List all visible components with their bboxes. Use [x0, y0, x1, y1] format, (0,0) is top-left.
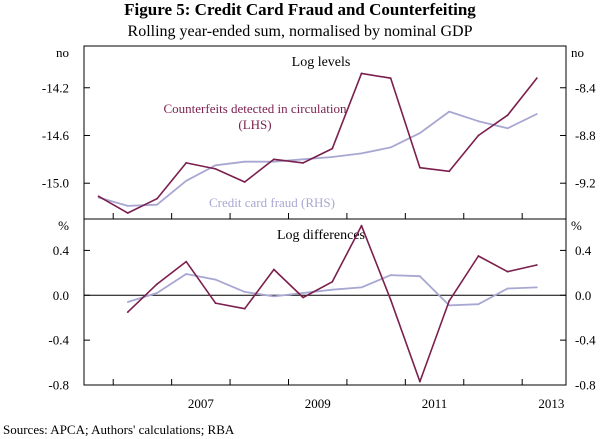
chart-subtitle: Rolling year-ended sum, normalised by no…	[127, 23, 473, 40]
right-tick-label: -8.8	[575, 128, 596, 143]
counterfeits-data-point	[273, 158, 275, 161]
right-tick-label: 0.0	[575, 288, 591, 303]
counterfeits-data-point	[273, 268, 275, 271]
chart-title: Figure 5: Credit Card Fraud and Counterf…	[124, 0, 476, 19]
sources-note: Sources: APCA; Authors' calculations; RB…	[3, 422, 235, 437]
fraud-data-point	[243, 291, 246, 293]
counterfeits-data-point	[185, 162, 188, 164]
counterfeits-data-point	[214, 302, 217, 304]
left-tick-label: -14.6	[42, 128, 70, 143]
fraud-data-point	[214, 278, 217, 281]
fraud-series-line	[98, 110, 538, 207]
right-tick-label: 0.4	[575, 243, 592, 258]
fraud-data-point	[331, 156, 334, 158]
fraud-data-point	[156, 203, 158, 206]
x-tick-label: 2013	[538, 396, 564, 411]
counterfeits-data-point	[535, 264, 538, 266]
fraud-data-point	[273, 160, 275, 163]
fraud-data-point	[535, 113, 538, 115]
x-tick-label: 2007	[188, 396, 215, 411]
counterfeits-data-point	[506, 270, 509, 273]
counterfeits-data-point	[185, 260, 188, 263]
fraud-data-point	[302, 292, 304, 294]
panel-title: Log levels	[292, 55, 351, 70]
right-unit-label: %	[571, 218, 582, 233]
counterfeits-data-point	[214, 168, 217, 170]
fraud-data-point	[185, 179, 188, 182]
counterfeits-data-point	[331, 280, 334, 283]
counterfeits-data-point	[477, 255, 480, 257]
fraud-data-point	[156, 292, 158, 294]
fraud-data-point	[185, 273, 188, 275]
counterfeits-data-point	[302, 296, 304, 299]
fraud-data-point	[389, 146, 392, 149]
left-tick-label: -14.2	[42, 80, 69, 95]
counterfeits-data-point	[331, 147, 334, 150]
left-tick-label: -0.4	[48, 333, 69, 348]
counterfeits-series-label: (LHS)	[238, 117, 271, 132]
counterfeits-data-point	[448, 300, 451, 302]
fraud-data-point	[477, 303, 480, 306]
left-tick-label: -15.0	[42, 176, 69, 191]
fraud-data-point	[448, 304, 451, 307]
right-tick-label: -8.4	[575, 80, 596, 95]
fraud-data-point	[448, 110, 451, 113]
fraud-data-point	[214, 164, 217, 167]
fraud-data-point	[419, 275, 421, 278]
counterfeits-data-point	[506, 114, 509, 117]
left-tick-label: 0.0	[53, 288, 69, 303]
counterfeits-series-label: Counterfeits detected in circulation	[163, 101, 347, 116]
counterfeits-series-line	[98, 72, 538, 214]
fraud-data-point	[331, 288, 334, 291]
counterfeits-data-point	[419, 380, 421, 383]
x-tick-label: 2009	[305, 396, 331, 411]
counterfeits-data-point	[302, 162, 304, 164]
left-unit-label: no	[56, 45, 69, 60]
counterfeits-data-point	[419, 166, 421, 169]
fraud-data-point	[419, 132, 421, 135]
fraud-data-point	[477, 120, 480, 123]
right-unit-label: no	[571, 45, 584, 60]
counterfeits-data-point	[360, 224, 363, 227]
fraud-data-point	[126, 205, 129, 207]
plot-frame	[83, 45, 567, 386]
left-tick-label: -0.8	[48, 378, 69, 393]
counterfeits-data-point	[477, 134, 480, 137]
fraud-data-point	[243, 160, 246, 163]
counterfeits-data-point	[156, 283, 158, 285]
fraud-series-label: Credit card fraud (RHS)	[209, 195, 335, 210]
fraud-data-point	[360, 286, 363, 289]
fraud-data-point	[273, 295, 275, 298]
right-tick-label: -0.4	[575, 333, 596, 348]
counterfeits-data-point	[243, 181, 246, 183]
counterfeits-data-point	[243, 307, 246, 310]
counterfeits-data-point	[360, 72, 363, 75]
right-tick-label: -9.2	[575, 176, 596, 191]
fraud-data-point	[506, 287, 509, 290]
counterfeits-data-point	[126, 311, 129, 313]
panel-title: Log differences	[277, 228, 365, 243]
counterfeits-data-point	[448, 170, 451, 173]
counterfeits-data-point	[126, 212, 129, 214]
fraud-data-point	[389, 274, 392, 276]
counterfeits-data-point	[389, 77, 392, 80]
counterfeits-data-point	[156, 197, 158, 200]
fraud-data-point	[506, 127, 509, 130]
right-tick-label: -0.8	[575, 378, 596, 393]
panel-1: % % Log differences 0.4 0.0 -0.4 -0.8 0.4 0.0 -0.…	[48, 218, 596, 393]
counterfeits-data-point	[97, 195, 100, 198]
x-tick-label: 2011	[422, 396, 448, 411]
left-tick-label: 0.4	[53, 243, 70, 258]
left-unit-label: %	[58, 218, 69, 233]
fraud-data-point	[126, 301, 129, 303]
counterfeits-data-point	[535, 77, 538, 80]
panel-0: no no Log levels -14.2 -14.6 -15.0 -8.4 -8.8 -9.…	[42, 45, 596, 214]
counterfeits-data-point	[389, 298, 392, 301]
fraud-data-point	[535, 286, 538, 289]
fraud-data-point	[302, 158, 304, 161]
fraud-data-point	[360, 152, 363, 155]
